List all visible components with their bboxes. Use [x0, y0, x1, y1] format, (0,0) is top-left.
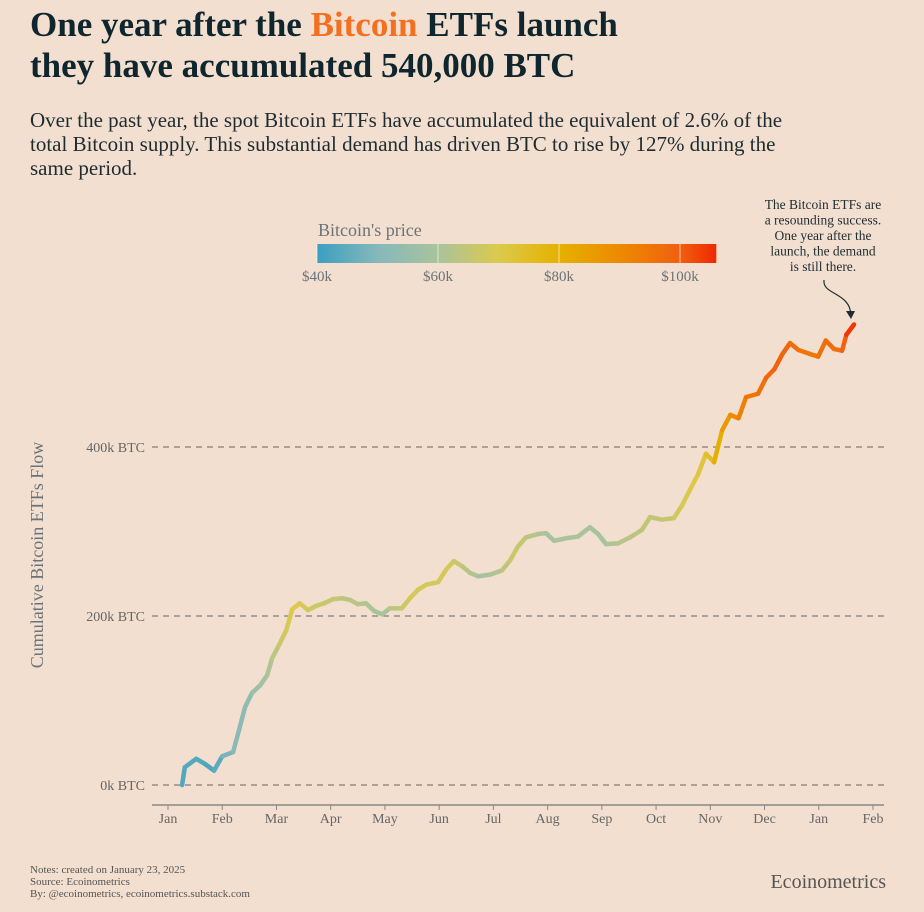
- flow-line-segment: [844, 322, 857, 337]
- colorbar: [317, 244, 717, 263]
- notes-text: Notes: created on January 23, 2025: [30, 864, 186, 876]
- colorbar-tick-label: $60k: [423, 269, 454, 285]
- colorbar-tick-label: $100k: [661, 269, 699, 285]
- annotation-arrow: [823, 279, 852, 316]
- x-tick-label: Sep: [591, 812, 612, 827]
- x-tick-label: Jun: [429, 812, 448, 827]
- annotation-text: The Bitcoin ETFs are: [765, 197, 882, 212]
- x-tick-label: May: [372, 812, 398, 827]
- annotation-text: launch, the demand: [770, 244, 876, 259]
- by-text: By: @ecoinometrics, ecoinometrics.substa…: [30, 888, 250, 900]
- flow-line-segment: [687, 472, 701, 492]
- colorbar-tick-label: $40k: [302, 269, 333, 285]
- x-tick-label: Nov: [698, 812, 722, 827]
- x-tick-label: Jan: [809, 812, 828, 827]
- flow-line-segment: [736, 394, 749, 421]
- colorbar-title: Bitcoin's price: [318, 220, 422, 240]
- flow-line-segment: [772, 351, 785, 372]
- annotation-arrowhead: [846, 311, 855, 319]
- x-tick-label: Feb: [212, 812, 233, 827]
- y-tick-label: 0k BTC: [100, 779, 145, 794]
- title-highlight: Bitcoin: [310, 5, 418, 44]
- flow-line-segment: [179, 765, 188, 788]
- y-tick-label: 400k BTC: [86, 441, 145, 456]
- flow-line-segment: [283, 606, 295, 633]
- flow-line-segment: [639, 514, 653, 533]
- colorbar-tick-label: $80k: [544, 269, 575, 285]
- x-tick-label: Jan: [159, 812, 178, 827]
- brand-logo-text: Ecoinometrics: [770, 871, 886, 893]
- footer-notes: Notes: created on January 23, 2025 Sourc…: [30, 864, 250, 900]
- flow-line-segment: [230, 727, 242, 755]
- source-text: Source: Ecoinometrics: [30, 876, 130, 888]
- flow-line-segment: [719, 412, 733, 433]
- flow-line-segment: [755, 375, 769, 397]
- title-line2: they have accumulated 540,000 BTC: [30, 46, 576, 85]
- flow-line-segment: [695, 451, 709, 478]
- flow-line-segment: [815, 338, 829, 359]
- flow-line-segment: [575, 525, 593, 539]
- annotation-text: One year after the: [774, 228, 871, 243]
- flow-line-segment: [627, 527, 645, 540]
- flow-line-segment: [679, 487, 693, 508]
- x-tick-label: Dec: [753, 812, 776, 827]
- x-tick-label: Mar: [265, 812, 289, 827]
- flow-line-segment: [236, 705, 248, 733]
- flow-line-segment: [211, 754, 225, 773]
- x-tick-label: Aug: [536, 812, 560, 827]
- chart-title: One year after the Bitcoin ETFs launch th…: [30, 4, 618, 86]
- flow-line-segment: [507, 544, 521, 563]
- x-tick-label: Feb: [862, 812, 883, 827]
- annotation-text: is still there.: [790, 259, 856, 274]
- y-tick-label: 200k BTC: [86, 610, 145, 625]
- flow-line-segment: [242, 690, 255, 710]
- annotation-text: a resounding success.: [765, 213, 882, 228]
- flow-line-segment: [182, 756, 199, 770]
- x-tick-label: Oct: [646, 812, 666, 827]
- title-line1-end: ETFs launch: [417, 5, 618, 44]
- flow-line-segment: [435, 567, 449, 585]
- flow-line-segment: [839, 332, 849, 353]
- title-line1: One year after the: [30, 5, 311, 44]
- y-axis-label: Cumulative Bitcoin ETFs Flow: [27, 442, 47, 669]
- x-tick-label: Apr: [320, 812, 342, 827]
- flow-line-segment: [269, 642, 282, 661]
- x-tick-label: Jul: [485, 812, 501, 827]
- flow-line-segment: [264, 656, 275, 678]
- flow-line-segment: [711, 427, 725, 465]
- flow-line-segment: [671, 503, 685, 521]
- flow-line-segment: [276, 628, 289, 647]
- chart-subtitle: Over the past year, the spot Bitcoin ETF…: [30, 108, 783, 180]
